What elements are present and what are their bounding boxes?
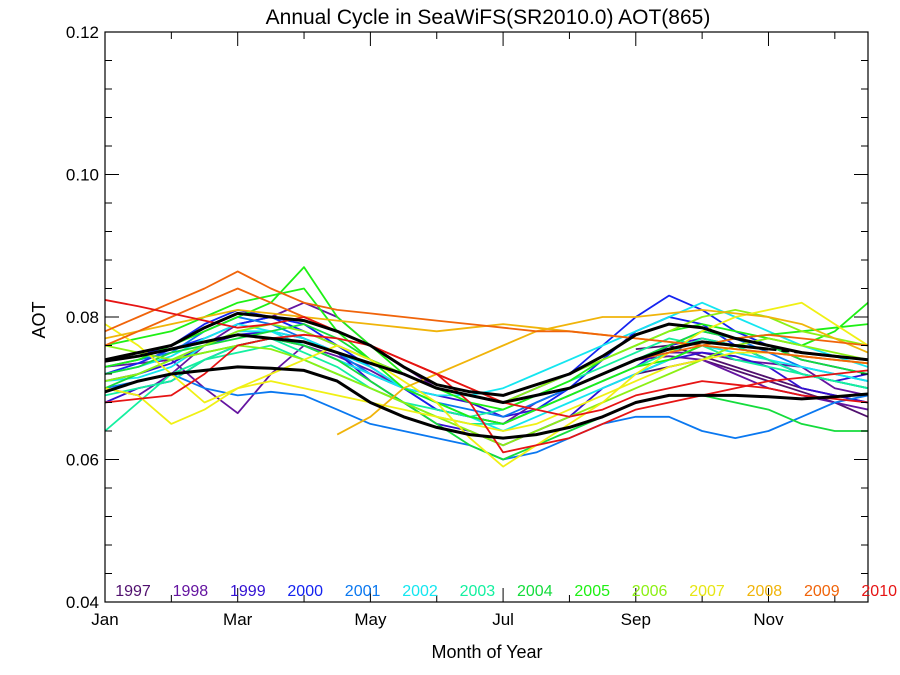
mean-line-2-dashed-tail <box>768 347 868 362</box>
axes: 0.04 0.06 0.08 0.10 0.12 Jan Mar May Jul Sep Nov <box>66 23 869 629</box>
mean-line-2 <box>105 333 769 404</box>
chart-title: Annual Cycle in SeaWiFS(SR2010.0) AOT(86… <box>266 6 711 29</box>
legend: 1997 1998 1999 2000 2001 2002 2003 2004 2005 2006… <box>115 583 897 600</box>
legend-label-2008: 2008 <box>747 583 783 600</box>
y-tick-label: 0.06 <box>66 451 99 470</box>
series-line-2003-13 <box>105 337 868 418</box>
legend-label-2010: 2010 <box>861 583 897 600</box>
y-tick-label: 0.08 <box>66 308 99 327</box>
y-tick-label: 0.04 <box>66 593 99 612</box>
x-tick-label: Nov <box>753 610 784 629</box>
legend-label-2005: 2005 <box>574 583 610 600</box>
mean-line-3 <box>105 365 868 440</box>
x-axis-label: Month of Year <box>431 642 542 662</box>
series-line-2010-27 <box>105 333 868 418</box>
legend-label-2006: 2006 <box>632 583 668 600</box>
legend-label-2001: 2001 <box>345 583 381 600</box>
series-line-2007-20 <box>105 301 868 468</box>
series-line-2009-24 <box>105 270 868 365</box>
x-tick-label: Jan <box>91 610 118 629</box>
legend-label-2002: 2002 <box>402 583 438 600</box>
legend-label-2003: 2003 <box>460 583 496 600</box>
series-line-2006-18 <box>105 337 868 447</box>
legend-label-2009: 2009 <box>804 583 840 600</box>
x-tick-label: May <box>354 610 387 629</box>
x-tick-label: Jul <box>492 610 514 629</box>
y-tick-label: 0.12 <box>66 23 99 42</box>
legend-label-2000: 2000 <box>287 583 323 600</box>
x-tick-label: Sep <box>621 610 651 629</box>
series-line-2005-16 <box>105 266 868 411</box>
legend-label-2007: 2007 <box>689 583 725 600</box>
series-line-2010-26 <box>105 299 868 454</box>
y-axis-label: AOT <box>29 301 49 338</box>
plot-lines <box>105 266 868 468</box>
mean-line-1 <box>105 311 868 397</box>
legend-label-1997: 1997 <box>115 583 151 600</box>
x-tick-label: Mar <box>223 610 253 629</box>
legend-label-2004: 2004 <box>517 583 553 600</box>
y-tick-label: 0.10 <box>66 166 99 185</box>
legend-label-1999: 1999 <box>230 583 266 600</box>
series-line-2003-12 <box>105 337 868 432</box>
legend-label-1998: 1998 <box>173 583 209 600</box>
